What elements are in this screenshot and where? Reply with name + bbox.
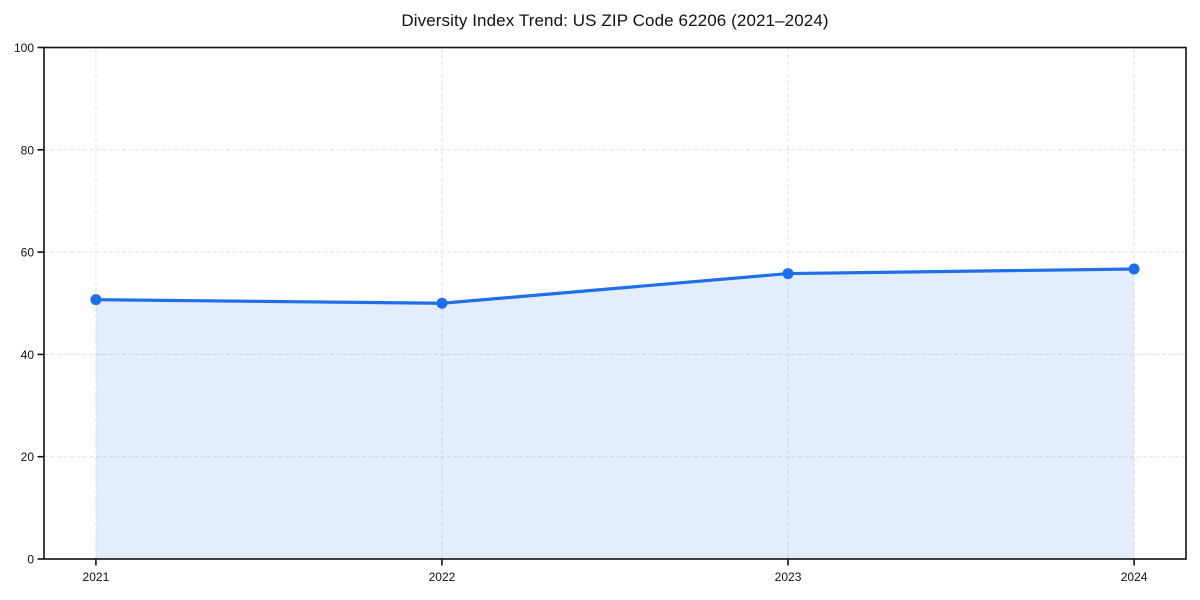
area-fill — [95, 268, 1135, 559]
trend-line — [94, 267, 1136, 305]
data-point-marker — [90, 294, 102, 306]
y-axis-tick-label: 100 — [14, 41, 34, 55]
data-point-marker — [782, 268, 794, 280]
y-axis-tick-label: 80 — [21, 143, 35, 157]
y-axis-tick-label: 0 — [27, 553, 34, 567]
x-axis-tick-label: 2023 — [775, 570, 802, 584]
x-axis-tick-label: 2024 — [1121, 570, 1148, 584]
x-axis-tick-label: 2022 — [429, 570, 456, 584]
y-axis-tick-label: 20 — [21, 450, 35, 464]
plot-border — [43, 46, 1187, 560]
y-axis-tick-label: 60 — [21, 246, 35, 260]
data-point-marker — [436, 297, 448, 309]
y-axis-tick-label: 40 — [21, 348, 35, 362]
x-axis-tick-label: 2021 — [83, 570, 110, 584]
data-point-marker — [1128, 263, 1140, 275]
chart-title: Diversity Index Trend: US ZIP Code 62206… — [401, 11, 829, 30]
